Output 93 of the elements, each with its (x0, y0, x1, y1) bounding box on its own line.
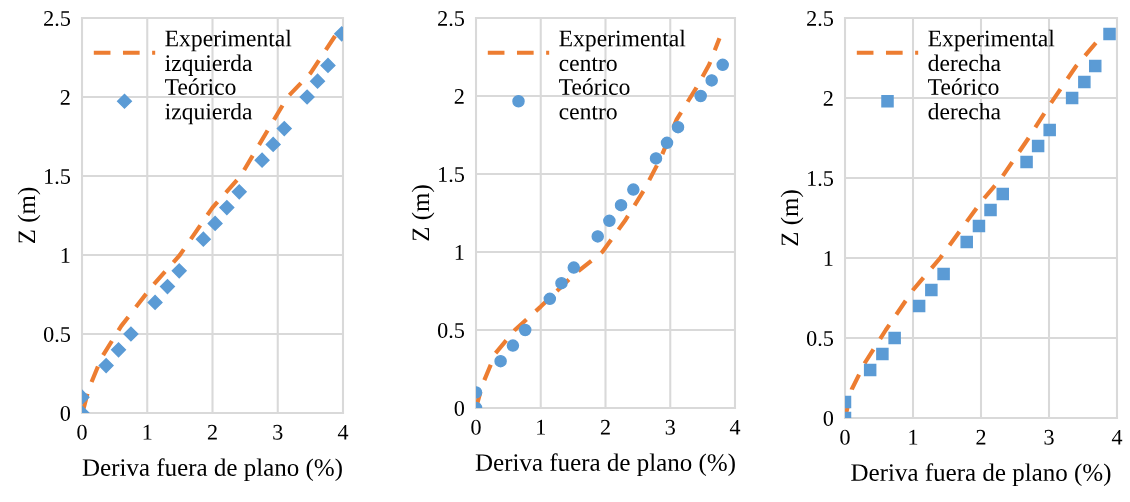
point (159, 279, 176, 295)
point (627, 183, 640, 196)
x-tick-label: 2 (976, 429, 986, 445)
point (876, 347, 889, 361)
y-tick-label: 2 (454, 88, 464, 104)
legend-label: Teórico derecha (928, 78, 1001, 120)
point (98, 358, 114, 374)
point (660, 136, 674, 150)
point (195, 231, 211, 247)
point (996, 187, 1010, 201)
y-tick-label: 1.5 (45, 169, 71, 185)
x-tick-label: 4 (337, 424, 349, 440)
x-tick-label: 1 (909, 429, 918, 445)
x-axis-title: Deriva fuera de plano (%) (82, 458, 342, 482)
point (320, 57, 336, 73)
legend-label: Experimental derecha (928, 29, 1055, 72)
point (912, 299, 926, 313)
point (671, 120, 685, 134)
point (567, 261, 581, 274)
legend-label: Experimental centro (559, 29, 686, 72)
y-axis-title: Z (m) (780, 190, 804, 246)
point (254, 152, 270, 168)
point (171, 263, 187, 279)
point (1088, 59, 1102, 73)
y-axis-title: Z (m) (411, 185, 435, 241)
point (972, 219, 986, 233)
x-tick-label: 0 (840, 429, 850, 445)
point (1031, 139, 1045, 153)
point (591, 230, 604, 243)
x-axis-title: Deriva fuera de plano (%) (475, 453, 735, 477)
point (299, 89, 315, 105)
y-tick-label: 0 (454, 400, 465, 416)
point (123, 326, 139, 342)
x-axis-title: Deriva fuera de plano (%) (851, 463, 1111, 487)
x-tick-label: 3 (273, 424, 283, 440)
point (1078, 75, 1091, 89)
legend-label: Experimental izquierda (165, 29, 292, 76)
point (863, 363, 877, 377)
point (649, 152, 663, 165)
y-tick-label: 1.5 (808, 171, 834, 187)
y-tick-label: 1 (455, 245, 464, 260)
y-tick-label: 2.5 (438, 10, 465, 27)
point (231, 184, 247, 200)
point (1043, 123, 1056, 137)
y-tick-label: 2.5 (44, 10, 71, 27)
point (1103, 27, 1116, 41)
y-tick-label: 2.5 (807, 10, 834, 27)
point (694, 89, 707, 103)
point (110, 342, 127, 358)
point (494, 354, 507, 368)
y-tick-label: 0.5 (437, 322, 465, 339)
point (1065, 91, 1079, 105)
x-tick-label: 3 (665, 419, 675, 435)
point (147, 294, 163, 310)
point (888, 331, 901, 345)
y-tick-label: 0 (60, 405, 71, 421)
point (309, 73, 326, 89)
point (960, 235, 973, 249)
y-tick-label: 0.5 (806, 330, 834, 347)
x-tick-label: 0 (471, 419, 481, 435)
point (506, 339, 520, 352)
point (276, 121, 292, 137)
x-tick-label: 4 (729, 419, 741, 435)
x-tick-label: 2 (207, 424, 217, 440)
x-tick-label: 3 (1044, 429, 1054, 445)
point (925, 283, 938, 297)
point (555, 276, 568, 290)
x-tick-label: 1 (143, 424, 152, 440)
point (984, 203, 997, 217)
y-tick-label: 1.5 (439, 167, 465, 183)
point (603, 214, 616, 228)
point (716, 58, 729, 72)
legend-label: Teórico centro (559, 78, 630, 120)
point (543, 292, 557, 306)
x-tick-label: 1 (537, 419, 545, 435)
x-tick-label: 2 (600, 419, 610, 435)
y-tick-label: 2 (60, 89, 70, 105)
legend-label: Teórico izquierda (165, 78, 253, 125)
x-tick-label: 4 (1111, 429, 1123, 445)
y-tick-label: 1 (824, 251, 833, 266)
point (207, 215, 223, 231)
point (937, 267, 950, 281)
y-tick-label: 2 (823, 90, 833, 106)
point (518, 323, 532, 337)
y-tick-label: 1 (61, 248, 70, 263)
x-tick-label: 0 (77, 424, 87, 440)
point (265, 136, 281, 152)
y-axis-title: Z (m) (17, 187, 41, 244)
point (614, 198, 628, 212)
point (1020, 155, 1033, 169)
y-tick-label: 0.5 (43, 326, 71, 343)
point (705, 74, 718, 87)
point (219, 200, 235, 216)
